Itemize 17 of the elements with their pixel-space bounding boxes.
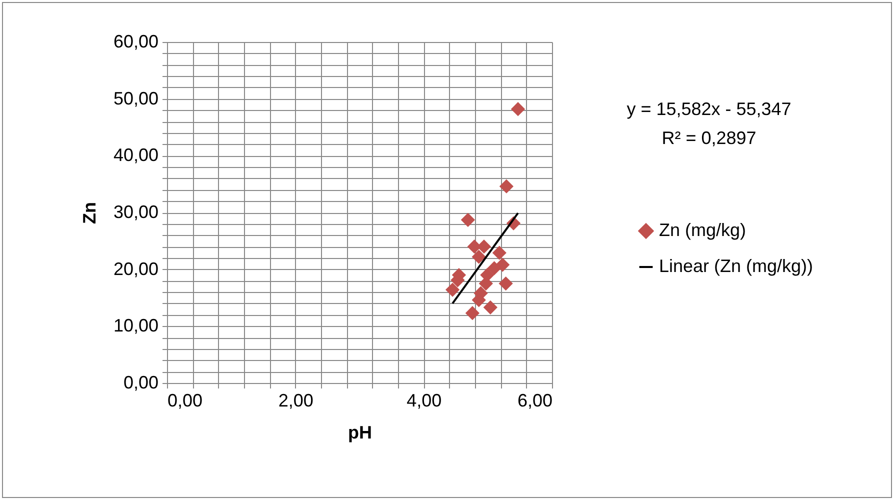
x-tick-label: 0,00 (168, 390, 203, 410)
y-tick-label: 20,00 (113, 258, 158, 279)
x-tick-label: 2,00 (278, 390, 314, 410)
y-axis-title: Zn (79, 202, 100, 224)
y-tick-label: 30,00 (113, 202, 158, 222)
x-tick-label: 6,00 (517, 390, 552, 410)
y-tick-label: 40,00 (113, 145, 158, 166)
x-tick-label: 4,00 (406, 390, 442, 410)
legend-label: Linear (Zn (mg/kg)) (659, 256, 814, 276)
x-axis-title: pH (348, 422, 372, 442)
text: R² = 0,2897 (662, 128, 756, 148)
y-tick-label: 50,00 (113, 88, 158, 108)
y-tick-label: 0,00 (123, 372, 158, 392)
legend-label: Zn (mg/kg) (659, 220, 746, 240)
y-tick-label: 60,00 (113, 32, 158, 52)
y-tick-label: 10,00 (113, 316, 158, 336)
text: y = 15,582x - 55,347 (626, 99, 792, 119)
